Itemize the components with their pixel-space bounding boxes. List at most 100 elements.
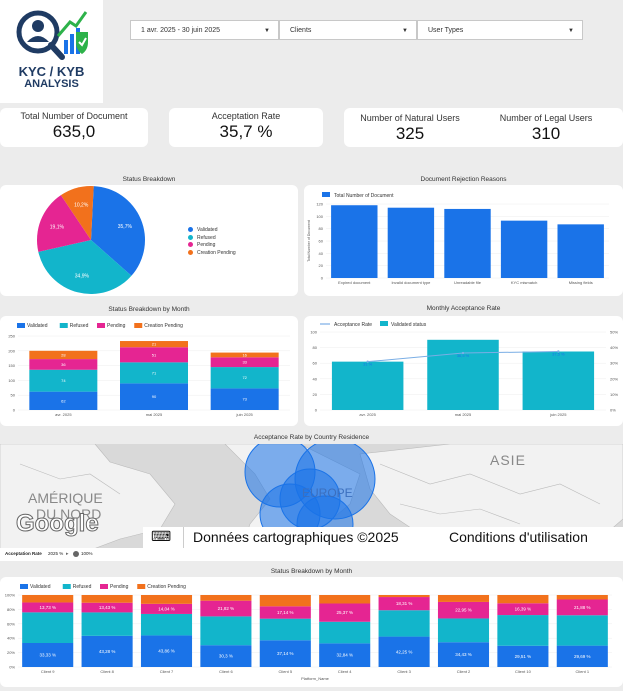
map-legend-max: 100% [81, 551, 93, 556]
stacked-bar-segment [259, 606, 311, 619]
logo-subtitle: ANALYSIS [24, 78, 79, 90]
date-range-label: 1 avr. 2025 - 30 juin 2025 [141, 27, 221, 34]
clients-label: Clients [290, 27, 312, 34]
status-by-client-chart: Validated Refused Pending Creation Pending 0… [5, 584, 612, 681]
status-by-month-card: Validated Refused Pending Creation Pending 0… [0, 316, 298, 426]
map-terms-link[interactable]: Conditions d'utilisation [449, 529, 588, 545]
y-tick-label: 100 [8, 378, 15, 383]
bar-data-label: 22,95 % [455, 608, 472, 613]
stacked-bar-segment [556, 595, 608, 600]
y-tick-label-left: 40 [313, 376, 318, 381]
legend-swatch [380, 321, 388, 326]
stacked-bar-segment [29, 350, 98, 360]
bar-data-label: 21,82 % [218, 606, 235, 611]
bar-data-label: 62 [61, 398, 66, 403]
legend-label: Validated status [391, 322, 427, 328]
x-tick-label: Unreadable file [454, 280, 482, 285]
y-tick-label: 100 [316, 214, 323, 219]
date-range-filter[interactable]: 1 avr. 2025 - 30 juin 2025 ▼ [130, 20, 279, 40]
stacked-bar-segment [81, 595, 133, 603]
y-tick-label-left: 60 [313, 361, 318, 366]
bar-data-label: 71 [152, 370, 157, 375]
rejection-reasons-chart: Total Number of Document 0 20 40 60 80 100 120 T… [307, 192, 609, 285]
stacked-bar-segment [378, 597, 430, 611]
clients-filter[interactable]: Clients ▼ [279, 20, 417, 40]
legend-swatch [97, 323, 105, 328]
pie-slice-label: 34,9% [75, 274, 90, 280]
legend-swatch [322, 192, 330, 197]
bar-data-label: 29,51 % [515, 654, 532, 659]
pie-legend-label: Validated [197, 227, 218, 233]
y-tick-label: 80 [319, 226, 324, 231]
kpi-value: 35,7 % [219, 122, 273, 141]
stacked-bar-segment [259, 640, 311, 667]
stacked-bar-segment [497, 603, 549, 616]
stacked-bar-segment [200, 645, 252, 667]
legend-swatch [17, 323, 25, 328]
monthly-acceptance-title: Monthly Acceptance Rate [426, 305, 501, 312]
bar-data-label: 51 [152, 352, 157, 357]
stacked-bar-segment [437, 642, 490, 667]
pie-legend-item: Creation Pending [188, 250, 236, 258]
stacked-bar-segment [200, 616, 252, 646]
stacked-bar-segment [81, 602, 133, 613]
stacked-bar-segment [22, 595, 74, 603]
pie-slice [91, 186, 146, 276]
stacked-bar-segment [319, 643, 371, 667]
legend-label: Creation Pending [147, 584, 186, 590]
bar-data-label: 32,84 % [336, 653, 353, 658]
stacked-bar-segment [378, 595, 430, 598]
bar [500, 220, 548, 278]
status-by-month-title: Status Breakdown by Month [108, 306, 190, 313]
kpi-users: Number of Natural Users 325 Number of Le… [344, 108, 623, 147]
kpi-acceptation-rate: Acceptation Rate 35,7 % [169, 108, 323, 147]
x-tick-label: Client 9 [41, 669, 55, 674]
legend-swatch [59, 323, 68, 328]
user-types-filter[interactable]: User Types ▼ [417, 20, 583, 40]
chevron-down-icon: ▼ [402, 28, 408, 34]
bar-data-label: 16 [242, 352, 247, 357]
kpi-value: 325 [395, 124, 425, 143]
y-tick-label-right: 50% [610, 330, 618, 335]
x-tick-label: mai 2025 [455, 412, 472, 417]
x-tick-label: Client 6 [219, 669, 233, 674]
y-tick-label-right: 40% [610, 345, 618, 350]
kyc-logo-icon [16, 10, 88, 60]
kpi-value: 310 [531, 124, 561, 143]
monthly-acceptance-card: Acceptance Rate Validated status 0 20 40 60 80… [304, 316, 623, 426]
bar-data-label: 90 [152, 394, 157, 399]
pie-slice-label: 35,7% [118, 224, 133, 230]
bar-data-label: 72 [242, 375, 247, 380]
pie-legend-item: Refused [188, 235, 236, 243]
stacked-bar-segment [437, 595, 490, 602]
y-tick-label-left: 20 [313, 392, 318, 397]
pie-legend-item: Validated [188, 227, 236, 235]
pie-legend-label: Refused [197, 234, 216, 241]
stacked-bar-segment [437, 618, 490, 643]
legend-label: Total Number of Document [334, 193, 394, 199]
stacked-bar-segment [319, 621, 371, 644]
kpi-label: Number of Legal Users [499, 113, 593, 123]
status-breakdown-card: 35,7% 34,9% 19,1% 10,2% Validated Refused Pen… [0, 185, 298, 296]
y-tick-label: 20% [7, 650, 15, 655]
stacked-bar-segment [319, 595, 371, 604]
pie-slice [37, 195, 91, 252]
stacked-bar-segment [556, 615, 608, 646]
y-tick-label: 60% [7, 621, 15, 626]
keyboard-icon[interactable]: ⌨ [151, 528, 172, 544]
bar-data-label: 33 [242, 360, 247, 365]
map-legend: Acceptation Rate 2025 % ▸ 100% [0, 548, 623, 561]
bar [387, 207, 435, 278]
stacked-bar-segment [556, 645, 608, 667]
stacked-bar-segment [497, 645, 549, 667]
stacked-bar-segment [319, 603, 371, 622]
x-tick-label: Missing fields [569, 280, 593, 285]
stacked-bar-segment [210, 367, 279, 389]
legend-label: Refused [73, 584, 92, 590]
x-tick-label: Client 1 [576, 669, 590, 674]
bar-data-label: 42,25 % [396, 649, 413, 654]
status-by-client-card: Validated Refused Pending Creation Pending 0… [0, 577, 623, 687]
kpi-natural-users: Number of Natural Users 325 [344, 108, 476, 147]
bar [331, 205, 378, 278]
kpi-total-documents: Total Number of Document 635,0 [0, 108, 148, 147]
